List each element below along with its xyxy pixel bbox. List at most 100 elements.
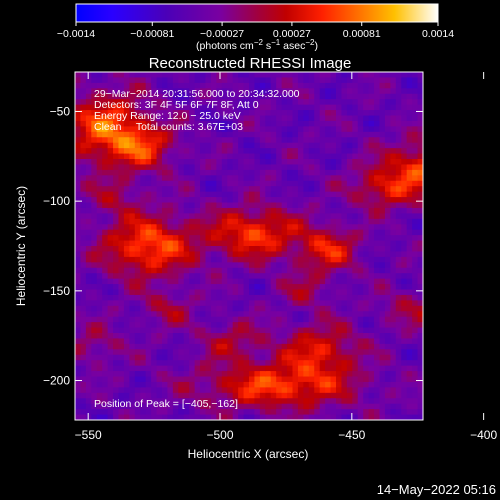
heatmap-cell — [118, 273, 125, 280]
heatmap-cell — [276, 273, 283, 280]
heatmap-cell — [401, 229, 408, 236]
heatmap-cell — [91, 338, 98, 345]
heatmap-cell — [129, 120, 136, 127]
heatmap-cell — [319, 343, 326, 350]
heatmap-cell — [341, 354, 348, 361]
heatmap-cell — [259, 137, 266, 144]
heatmap-cell — [232, 262, 239, 269]
heatmap-cell — [384, 72, 391, 79]
heatmap-cell — [232, 164, 239, 171]
heatmap-cell — [134, 159, 141, 166]
heatmap-cell — [145, 126, 152, 133]
heatmap-cell — [292, 197, 299, 204]
heatmap-cell — [303, 131, 310, 138]
heatmap-cell — [406, 77, 413, 84]
heatmap-cell — [96, 414, 103, 420]
heatmap-cell — [232, 202, 239, 209]
heatmap-cell — [167, 414, 174, 420]
heatmap-cell — [102, 159, 109, 166]
heatmap-cell — [249, 381, 256, 388]
heatmap-cell — [325, 311, 332, 318]
heatmap-cell — [406, 207, 413, 214]
heatmap-cell — [151, 246, 158, 253]
heatmap-cell — [379, 115, 386, 122]
heatmap-cell — [129, 343, 136, 350]
heatmap-cell — [308, 197, 315, 204]
heatmap-cell — [167, 115, 174, 122]
heatmap-cell — [140, 387, 147, 394]
heatmap-cell — [200, 392, 207, 399]
heatmap-cell — [384, 273, 391, 280]
heatmap-cell — [395, 246, 402, 253]
heatmap-cell — [406, 294, 413, 301]
heatmap-cell — [379, 169, 386, 176]
y-tick-label: −150 — [43, 284, 70, 298]
heatmap-cell — [357, 120, 364, 127]
heatmap-cell — [91, 246, 98, 253]
heatmap-cell — [379, 398, 386, 405]
heatmap-cell — [297, 93, 304, 100]
heatmap-cell — [401, 311, 408, 318]
heatmap-cell — [336, 126, 343, 133]
heatmap-cell — [216, 224, 223, 231]
heatmap-cell — [96, 240, 103, 247]
heatmap-cell — [363, 278, 370, 285]
heatmap-cell — [341, 409, 348, 416]
heatmap-cell — [346, 403, 353, 410]
heatmap-cell — [363, 398, 370, 405]
heatmap-cell — [123, 142, 130, 149]
annotation-clean-counts: Clean Total counts: 3.67E+03 — [94, 121, 243, 133]
heatmap-cell — [96, 305, 103, 312]
heatmap-cell — [297, 381, 304, 388]
heatmap-cell — [276, 99, 283, 106]
heatmap-cell — [292, 235, 299, 242]
heatmap-cell — [243, 235, 250, 242]
heatmap-cell — [123, 99, 130, 106]
heatmap-cell — [259, 316, 266, 323]
heatmap-cell — [363, 392, 370, 399]
heatmap-cell — [330, 381, 337, 388]
y-axis-label: Heliocentric Y (arcsec) — [14, 186, 28, 306]
heatmap-cell — [281, 99, 288, 106]
heatmap-cell — [167, 153, 174, 160]
heatmap-cell — [384, 246, 391, 253]
heatmap-cell — [113, 267, 120, 274]
heatmap-cell — [314, 365, 321, 372]
heatmap-cell — [172, 251, 179, 258]
heatmap-cell — [85, 169, 92, 176]
heatmap-cell — [151, 159, 158, 166]
heatmap-cell — [194, 365, 201, 372]
heatmap-cell — [368, 131, 375, 138]
heatmap-cell — [162, 284, 169, 291]
heatmap-cell — [232, 153, 239, 160]
heatmap-cell — [227, 371, 234, 378]
heatmap-cell — [151, 251, 158, 258]
heatmap-cell — [205, 159, 212, 166]
heatmap-cell — [167, 338, 174, 345]
heatmap-cell — [172, 311, 179, 318]
heatmap-cell — [357, 251, 364, 258]
heatmap-cell — [194, 197, 201, 204]
heatmap-cell — [221, 72, 228, 79]
heatmap-cell — [227, 164, 234, 171]
heatmap-cell — [308, 202, 315, 209]
heatmap-cell — [178, 175, 185, 182]
heatmap-cell — [401, 305, 408, 312]
heatmap-cell — [113, 278, 120, 285]
heatmap-cell — [297, 256, 304, 263]
heatmap-cell — [162, 88, 169, 95]
heatmap-cell — [303, 126, 310, 133]
heatmap-cell — [412, 343, 419, 350]
heatmap-cell — [134, 343, 141, 350]
heatmap-cell — [314, 110, 321, 117]
heatmap-cell — [406, 387, 413, 394]
heatmap-cell — [330, 77, 337, 84]
heatmap-cell — [303, 371, 310, 378]
heatmap-cell — [390, 218, 397, 225]
heatmap-cell — [254, 153, 261, 160]
heatmap-cell — [243, 322, 250, 329]
heatmap-cell — [167, 354, 174, 361]
heatmap-cell — [308, 82, 315, 89]
heatmap-cell — [352, 403, 359, 410]
heatmap-cell — [314, 213, 321, 220]
